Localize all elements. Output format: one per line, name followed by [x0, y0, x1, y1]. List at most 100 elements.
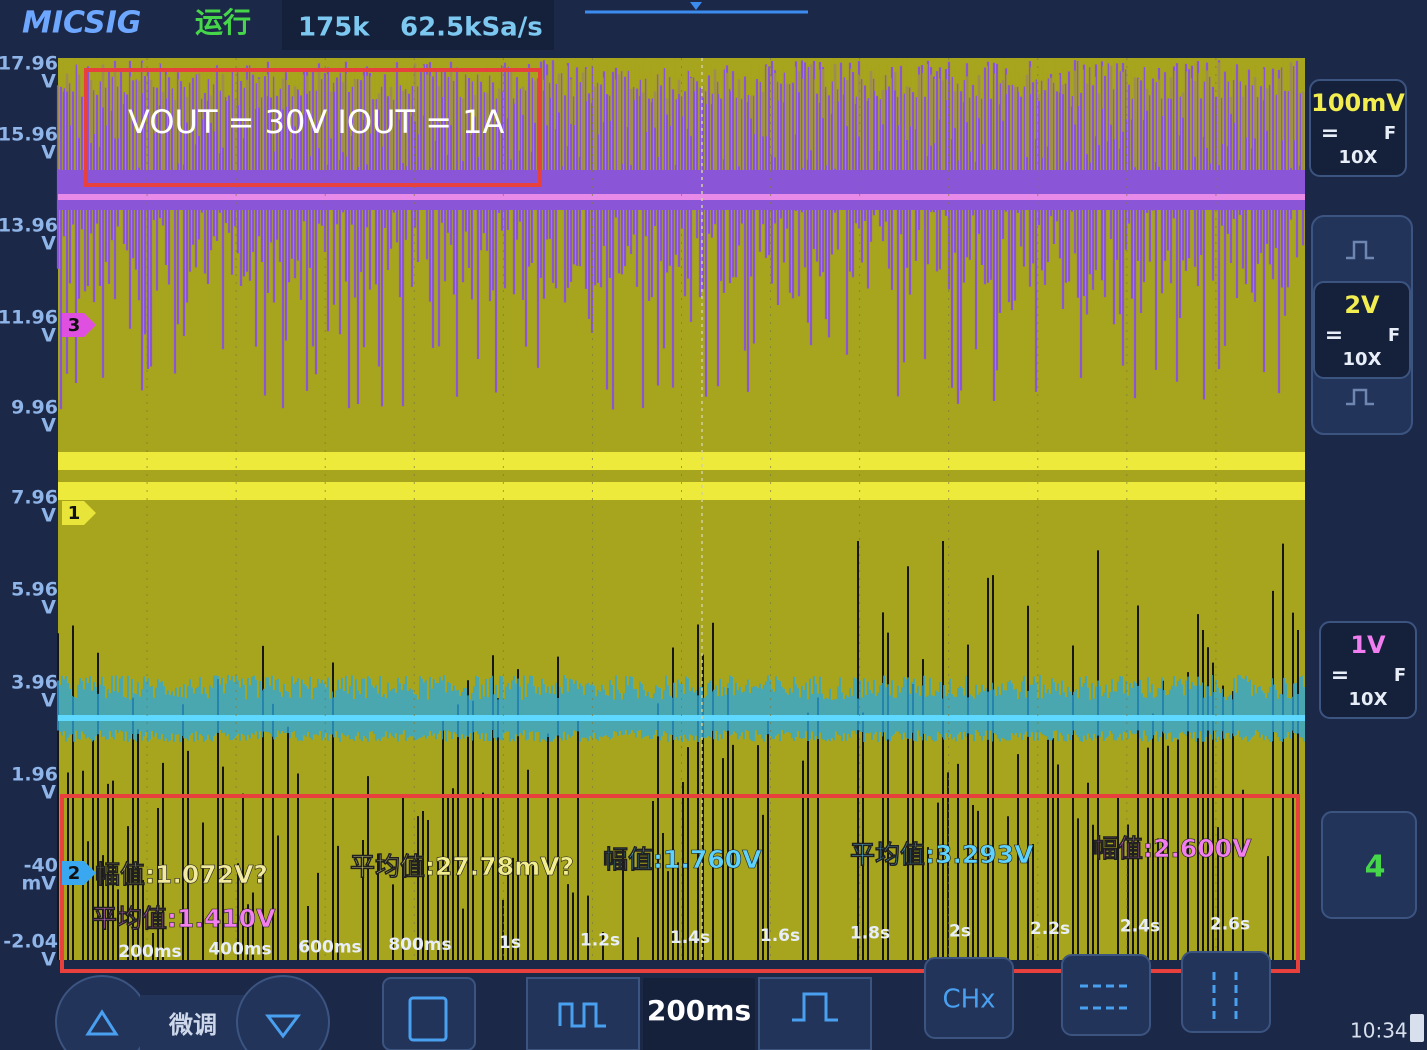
y-scale-unit: V: [41, 505, 56, 527]
time-label: 800ms: [388, 935, 451, 955]
y-scale-unit: mV: [21, 873, 56, 895]
y-scale-value: 9.96: [11, 397, 58, 419]
sample-rate: 62.5kSa/s: [400, 13, 543, 43]
clock: 10:34: [1350, 1019, 1408, 1043]
fast-pulse-icon: [558, 1002, 606, 1028]
y-scale-unit: V: [41, 325, 56, 347]
h-cursor-icon: [1080, 984, 1132, 1010]
channel-scale-box[interactable]: [1319, 621, 1417, 719]
y-scale-value: 3.96: [11, 672, 58, 694]
time-label: 1s: [499, 933, 521, 953]
run-status[interactable]: 运行: [195, 6, 251, 39]
measurements: 幅值:1.072V? 平均值:27.78mV? 幅值:1.760V 平均值:3.293…: [92, 834, 1253, 934]
channel-select-label: CHx: [942, 985, 995, 1015]
y-scale-unit: V: [41, 782, 56, 804]
fine-adjust-button[interactable]: [140, 995, 250, 1050]
channel-probe: 10X: [1343, 349, 1382, 370]
pulse-icon: [1346, 240, 1374, 260]
measurement: 平均值:1.410V: [92, 904, 276, 933]
time-label: 1.4s: [670, 928, 710, 948]
h-cursor-button[interactable]: [1061, 954, 1151, 1036]
channel-bandwidth: F: [1394, 665, 1406, 686]
save-button[interactable]: [382, 977, 476, 1050]
channel-scale-box[interactable]: [1309, 79, 1407, 177]
down-icon: [265, 1014, 301, 1039]
channel-coupling: =: [1321, 121, 1339, 146]
channel-probe: 10X: [1339, 147, 1378, 168]
channel-marker-label: 1: [68, 503, 81, 524]
y-scale-value: 1.96: [11, 764, 58, 786]
timebase: 200ms: [647, 994, 751, 1027]
y-scale-unit: V: [41, 71, 56, 93]
measurement: 幅值:1.760V: [603, 845, 762, 874]
down-button[interactable]: [236, 975, 330, 1050]
y-scale-value: 7.96: [11, 487, 58, 509]
measurement: 幅值:2.600V: [1093, 834, 1252, 863]
y-scale-unit: V: [41, 415, 56, 437]
channel-4-label: 4: [1365, 850, 1386, 885]
slow-pulse-icon: [792, 992, 838, 1022]
time-labels: 200ms 400ms 600ms 800ms 1s 1.2s 1.4s 1.6s 1.8s 2s…: [118, 914, 1250, 962]
channel-scale: 2V: [1344, 291, 1380, 319]
save-icon: [408, 996, 448, 1042]
v-cursor-icon: [1212, 972, 1238, 1022]
channel-probe: 10X: [1349, 689, 1388, 710]
trigger-pos: [690, 2, 702, 10]
ch2-spikes: [57, 540, 1299, 960]
timebase-box: [643, 978, 755, 1050]
ch1-overlay: [58, 60, 1304, 190]
fine-adjust-label: 微调: [168, 1011, 217, 1039]
y-scale-unit: V: [41, 597, 56, 619]
y-scale-value: -40: [24, 855, 58, 877]
channel-coupling: =: [1325, 323, 1343, 348]
brand: MICSIG: [22, 6, 141, 41]
timebase-increase[interactable]: [758, 977, 872, 1050]
time-label: 2.6s: [1210, 914, 1250, 934]
up-icon: [85, 1009, 119, 1036]
y-scale-value: 11.96: [0, 307, 58, 329]
v-cursor-button[interactable]: [1181, 951, 1271, 1033]
channel-bandwidth: F: [1384, 123, 1396, 144]
y-scale: 17.96V15.96V13.96V11.96V9.96V7.96V5.96V3…: [0, 53, 58, 971]
pulse-icon: [1346, 388, 1374, 406]
y-scale-value: 15.96: [0, 124, 58, 146]
channel-bandwidth: F: [1388, 325, 1400, 346]
y-scale-unit: V: [41, 949, 56, 971]
ch1-band: [58, 452, 1305, 470]
annotation-box: [84, 68, 542, 187]
y-scale-value: 5.96: [11, 579, 58, 601]
time-label: 600ms: [298, 937, 361, 957]
y-scale-value: 13.96: [0, 215, 58, 237]
time-label: 1.2s: [580, 931, 620, 951]
channel-scale: 1V: [1350, 631, 1386, 659]
y-scale-value: -2.04: [3, 931, 58, 953]
y-scale-unit: V: [41, 142, 56, 164]
channel-marker-label: 2: [68, 863, 81, 884]
y-scale-unit: V: [41, 690, 56, 712]
time-label: 200ms: [118, 942, 181, 962]
timebase-decrease[interactable]: [526, 977, 640, 1050]
channel-4-button[interactable]: [1321, 811, 1417, 919]
annotation: VOUT = 30V IOUT = 1A: [128, 103, 505, 141]
channel-scale: 100mV: [1311, 89, 1405, 117]
channel-scale-box[interactable]: [1313, 281, 1411, 379]
channel-marker-label: 3: [68, 315, 81, 336]
channel-markers: 3 1 2: [62, 313, 96, 885]
channel-marker[interactable]: [62, 313, 96, 337]
channel-marker[interactable]: [62, 861, 96, 885]
measurement: 平均值:27.78mV?: [350, 852, 574, 881]
time-label: 2.2s: [1030, 919, 1070, 939]
time-label: 2s: [949, 921, 971, 941]
measurement: 平均值:3.293V: [850, 840, 1034, 869]
memory-depth: 175k: [298, 13, 370, 43]
time-label: 1.8s: [850, 924, 890, 944]
waveform-area: [56, 58, 1305, 960]
acq-info-box: [282, 0, 554, 50]
control-bar: 微调 200ms CHx 10:34: [55, 951, 1424, 1050]
channel-select-button[interactable]: [924, 957, 1014, 1039]
time-label: 2.4s: [1120, 917, 1160, 937]
battery-icon: [1410, 1014, 1424, 1042]
y-scale-value: 17.96: [0, 53, 58, 75]
channel-marker[interactable]: [62, 501, 96, 525]
